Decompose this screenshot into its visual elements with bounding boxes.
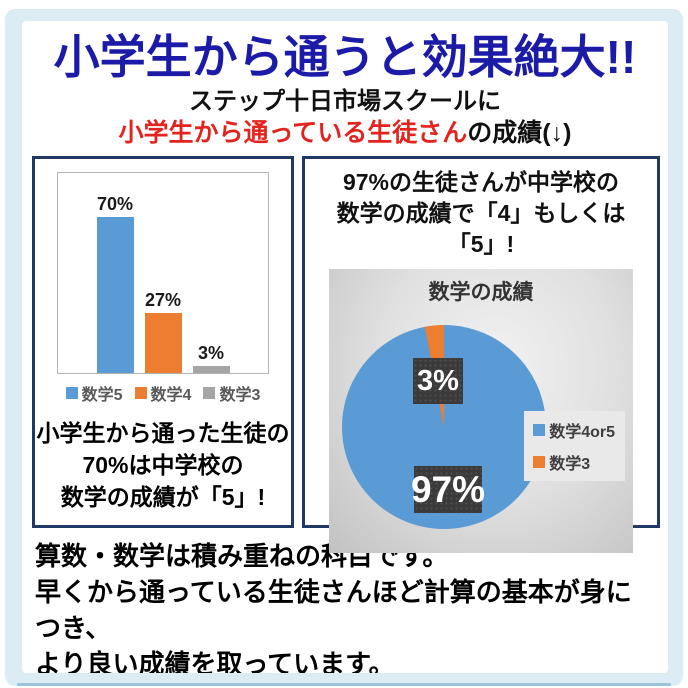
pie-chart-panel: 97%の生徒さんが中学校の 数学の成績で「4」もしくは「5」! 数学の成績 3%… [302, 156, 660, 553]
pie-chart-area: 数学の成績 3% 97% 数学4or5 数学3 [329, 269, 633, 553]
flyer-frame: 小学生から通うと効果絶大!! ステップ十日市場スクールに 小学生から通っている生… [5, 9, 683, 686]
footer-line: より良い成績を取っています。 [35, 649, 395, 673]
pie-chart-title: 数学の成績 [428, 281, 534, 304]
caption-line: 小学生から通った生徒の [36, 420, 290, 446]
subtitle-results: 小学生から通っている生徒さんの成績(↓) [22, 117, 668, 150]
legend-swatch-icon [65, 387, 78, 399]
legend-item-math3: 数学3 [203, 381, 260, 405]
flyer-card: 小学生から通うと効果絶大!! ステップ十日市場スクールに 小学生から通っている生… [22, 21, 668, 673]
legend-label: 数学4or5 [549, 424, 615, 441]
caption-line: 70%は中学校の [82, 452, 244, 478]
charts-row: 70% 27% 3% 数学5 [32, 156, 660, 553]
legend-item-math3: 数学3 [533, 450, 615, 474]
bar-chart-legend: 数学5 数学4 数学3 [35, 381, 291, 405]
subtitle-suffix: の成績(↓) [467, 119, 572, 147]
legend-swatch-icon [134, 387, 147, 399]
bar-math4: 27% [144, 173, 182, 373]
bar-math5: 70% [96, 173, 134, 373]
bar-value-label: 27% [144, 290, 182, 310]
bar-chart: 70% 27% 3% [57, 172, 269, 374]
bar-chart-caption: 小学生から通った生徒の 70%は中学校の 数学の成績が「5」! [35, 417, 291, 513]
bar-math5-rect [96, 217, 134, 373]
pie-label-97pct: 97% [411, 466, 485, 513]
page-title: 小学生から通うと効果絶大!! [53, 31, 637, 83]
bar-value-label: 70% [96, 194, 134, 215]
bar-math3-rect [192, 366, 230, 373]
footer-text-block: 算数・数学は積み重ねの科目です。 早くから通っている生徒さんほど計算の基本が身に… [35, 538, 656, 673]
bar-math4-rect [144, 313, 182, 373]
pie-chart-legend: 数学4or5 数学3 [524, 411, 625, 481]
heading-line: 97%の生徒さんが中学校の [342, 169, 620, 195]
legend-swatch-icon [203, 387, 216, 399]
legend-label: 数学4 [150, 387, 192, 404]
caption-line: 数学の成績が「5」! [60, 484, 266, 510]
legend-item-math5: 数学5 [65, 381, 123, 405]
pie-chart-heading: 97%の生徒さんが中学校の 数学の成績で「4」もしくは「5」! [305, 167, 657, 260]
bar-value-label: 3% [197, 343, 224, 364]
legend-label: 数学3 [219, 387, 261, 404]
heading-line: 数学の成績で「4」もしくは「5」! [336, 200, 626, 257]
bar-chart-panel: 70% 27% 3% 数学5 [32, 156, 294, 528]
bar-math3: 3% [192, 173, 230, 373]
legend-item-math4or5: 数学4or5 [533, 418, 615, 442]
subtitle-highlight: 小学生から通っている生徒さん [118, 119, 468, 147]
footer-line: 早くから通っている生徒さんほど計算の基本が身につき、 [35, 577, 632, 643]
subtitle-school: ステップ十日市場スクールに [189, 88, 501, 115]
legend-label: 数学5 [81, 387, 123, 404]
legend-label: 数学3 [549, 456, 591, 473]
legend-swatch-icon [533, 424, 546, 436]
pie-label-3pct: 3% [413, 358, 463, 404]
bottom-accent-strip [17, 683, 671, 686]
legend-item-math4: 数学4 [134, 381, 192, 405]
legend-swatch-icon [533, 456, 546, 468]
